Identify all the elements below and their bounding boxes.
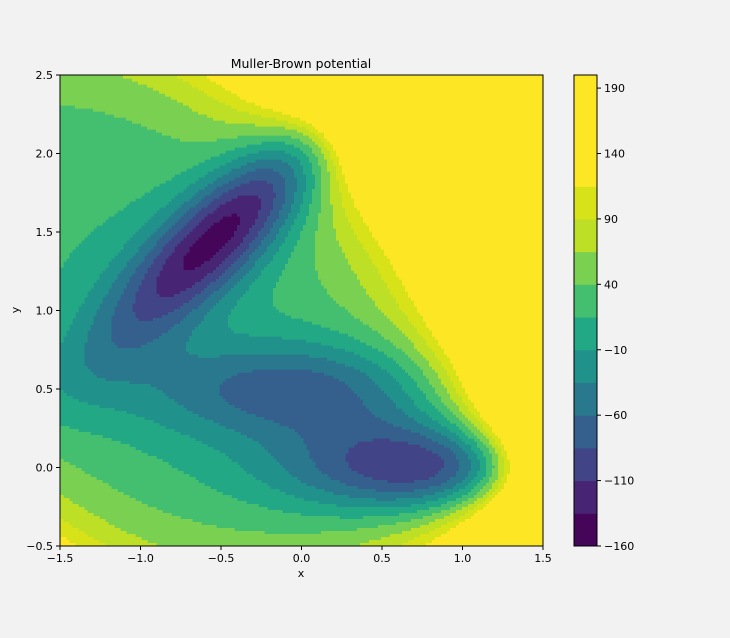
contour-band-0 bbox=[183, 213, 241, 271]
colorbar-tick-label: 40 bbox=[604, 278, 618, 291]
colorbar-band-7 bbox=[574, 284, 597, 318]
colorbar-tick-label: −160 bbox=[604, 540, 634, 553]
y-tick-label: 1.0 bbox=[36, 305, 54, 318]
colorbar-tick-label: 140 bbox=[604, 148, 625, 161]
x-axis-ticks: −1.5 −1.0 −0.5 0.0 0.5 1.0 1.5 bbox=[47, 546, 552, 565]
x-tick-label: −1.5 bbox=[47, 552, 74, 565]
x-tick-label: 1.0 bbox=[454, 552, 472, 565]
colorbar-tick-label: −110 bbox=[604, 475, 634, 488]
colorbar-band-13 bbox=[574, 88, 597, 122]
y-tick-label: 1.5 bbox=[36, 226, 54, 239]
contour-band-2 bbox=[132, 180, 445, 484]
chart-title: Muller-Brown potential bbox=[231, 56, 372, 71]
colorbar-band-8 bbox=[574, 251, 597, 285]
colorbar-band-9 bbox=[574, 218, 597, 253]
colorbar-band-4 bbox=[574, 382, 597, 416]
x-axis-label: x bbox=[298, 567, 305, 580]
colorbar bbox=[574, 75, 597, 546]
colorbar-band-3 bbox=[574, 415, 597, 449]
contour-band-8 bbox=[60, 75, 499, 546]
y-tick-label: 0.5 bbox=[36, 383, 54, 396]
contour-band-6 bbox=[60, 141, 487, 520]
x-tick-label: −0.5 bbox=[208, 552, 235, 565]
y-tick-label: −0.5 bbox=[26, 540, 53, 553]
contour-band-14 bbox=[255, 75, 543, 546]
contour-plot-area bbox=[60, 75, 543, 546]
colorbar-band-5 bbox=[574, 349, 597, 383]
colorbar-tick-label: −10 bbox=[604, 344, 627, 357]
y-tick-label: 0.0 bbox=[36, 462, 54, 475]
x-tick-label: 1.5 bbox=[534, 552, 552, 565]
colorbar-tick-label: −60 bbox=[604, 409, 627, 422]
colorbar-band-1 bbox=[574, 480, 597, 514]
colorbar-band-0 bbox=[574, 513, 597, 546]
colorbar-band-10 bbox=[574, 186, 597, 220]
x-tick-label: 0.0 bbox=[293, 552, 311, 565]
y-axis-label: y bbox=[9, 306, 22, 313]
colorbar-tick-label: 190 bbox=[604, 82, 625, 95]
colorbar-band-2 bbox=[574, 447, 597, 482]
y-axis-ticks: −0.5 0.0 0.5 1.0 1.5 2.0 2.5 bbox=[26, 69, 60, 553]
x-tick-label: −1.0 bbox=[127, 552, 154, 565]
colorbar-band-6 bbox=[574, 317, 597, 351]
contour-band-5 bbox=[60, 150, 481, 508]
colorbar-frame bbox=[573, 74, 598, 547]
colorbar-ticks: −160 −110 −60 −10 40 90 140 190 bbox=[597, 82, 634, 553]
colorbar-band-11 bbox=[574, 153, 597, 187]
contour-band-4 bbox=[84, 159, 472, 502]
y-tick-label: 2.5 bbox=[36, 69, 54, 82]
contour-band-1 bbox=[156, 195, 262, 298]
x-tick-label: 0.5 bbox=[373, 552, 391, 565]
colorbar-tick-label: 90 bbox=[604, 213, 618, 226]
contour-band-11 bbox=[60, 75, 514, 546]
colorbar-band-14 bbox=[574, 75, 597, 89]
contour-band-7 bbox=[60, 105, 496, 535]
y-tick-label: 2.0 bbox=[36, 148, 54, 161]
colorbar-band-12 bbox=[574, 120, 597, 154]
